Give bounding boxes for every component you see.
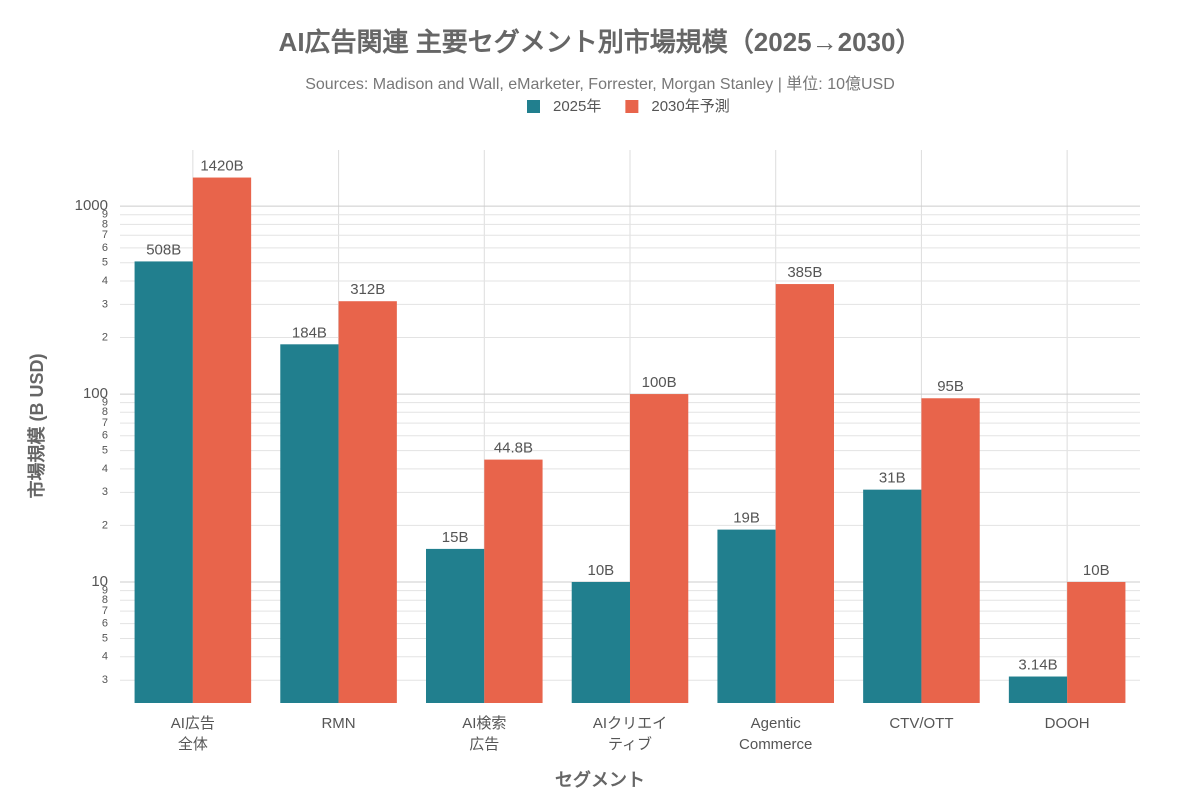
x-axis-title: セグメント [555, 769, 645, 790]
x-tick-label: DOOH [1044, 715, 1090, 732]
x-tick-label: AI広告 全体 [170, 715, 215, 753]
data-label: 15B [442, 529, 469, 546]
legend-label: 2025年 [553, 98, 601, 115]
bar [863, 489, 922, 703]
y-axis-title: 市場規模 (B USD) [26, 354, 47, 499]
bar [775, 284, 834, 703]
bar [630, 394, 689, 703]
bar [280, 344, 339, 703]
legend-swatch [527, 100, 540, 113]
bar [921, 398, 980, 703]
bar [484, 459, 543, 703]
data-label: 10B [588, 562, 615, 579]
data-label: 312B [350, 281, 385, 298]
data-label: 19B [733, 510, 760, 527]
data-label: 1420B [200, 158, 243, 175]
chart-title: AI広告関連 主要セグメント別市場規模（2025→2030） [279, 27, 922, 57]
y-tick-label: 7 [102, 417, 108, 429]
data-label: 3.14B [1018, 656, 1057, 673]
y-tick-label: 10 [91, 573, 108, 590]
data-label: 10B [1083, 562, 1110, 579]
y-tick-label: 4 [102, 651, 108, 663]
data-label: 95B [937, 378, 964, 395]
data-label: 44.8B [494, 440, 533, 457]
bar [1067, 581, 1126, 703]
x-tick-label: Agentic Commerce [739, 715, 813, 753]
y-tick-label: 9 [102, 397, 108, 409]
y-tick-label: 6 [102, 618, 108, 630]
bar [134, 261, 193, 703]
y-tick-label: 6 [102, 242, 108, 254]
y-tick-label: 2 [102, 331, 108, 343]
bar [338, 301, 397, 703]
y-tick-label: 6 [102, 430, 108, 442]
y-tick-label: 5 [102, 257, 108, 269]
y-tick-label: 7 [102, 229, 108, 241]
bar [426, 548, 485, 703]
y-tick-label: 8 [102, 594, 108, 606]
y-tick-label: 4 [102, 463, 108, 475]
x-tick-label: RMN [321, 715, 356, 732]
bar [571, 581, 630, 703]
y-tick-label: 5 [102, 445, 108, 457]
y-tick-label: 5 [102, 632, 108, 644]
y-tick-label: 3 [102, 298, 108, 310]
chart-subtitle: Sources: Madison and Wall, eMarketer, Fo… [305, 75, 895, 93]
legend-swatch [625, 100, 639, 113]
legend-label: 2030年予測 [651, 98, 729, 115]
y-tick-label: 9 [102, 584, 108, 596]
bar [192, 177, 252, 704]
x-tick-label: AIクリエイ ティブ [592, 715, 668, 753]
y-tick-label: 8 [102, 218, 108, 230]
x-tick-label: CTV/OTT [889, 715, 954, 732]
data-label: 184B [292, 324, 327, 341]
bar [717, 529, 776, 703]
data-label: 508B [146, 241, 181, 258]
y-tick-label: 100 [83, 385, 108, 402]
y-tick-label: 3 [102, 674, 108, 686]
data-label: 31B [879, 470, 906, 487]
y-tick-label: 7 [102, 605, 108, 617]
y-tick-label: 9 [102, 209, 108, 221]
bar [1008, 676, 1068, 703]
y-tick-label: 1000 [75, 197, 108, 214]
y-tick-label: 4 [102, 275, 108, 287]
y-tick-label: 8 [102, 406, 108, 418]
x-tick-label: AI検索 広告 [462, 715, 507, 753]
y-tick-label: 3 [102, 486, 108, 498]
data-label: 100B [642, 374, 677, 391]
y-tick-label: 2 [102, 519, 108, 531]
data-label: 385B [787, 264, 822, 281]
